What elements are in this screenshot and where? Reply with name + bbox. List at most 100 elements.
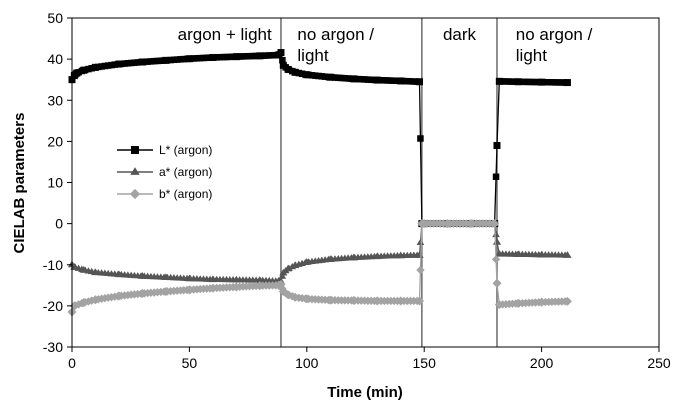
data-point xyxy=(208,275,217,283)
data-point xyxy=(252,52,260,60)
data-point xyxy=(415,251,424,258)
data-point xyxy=(90,295,100,305)
data-point xyxy=(295,69,303,77)
data-point xyxy=(325,295,335,305)
data-point xyxy=(276,279,286,290)
data-point xyxy=(262,52,270,59)
data-point xyxy=(98,63,105,70)
data-point xyxy=(127,59,135,67)
data-point xyxy=(542,78,549,86)
y-tick-label: -30 xyxy=(43,339,63,355)
data-point xyxy=(414,296,425,306)
data-point xyxy=(209,53,217,61)
data-point xyxy=(104,62,112,69)
x-tick-label: 100 xyxy=(295,355,319,371)
data-point xyxy=(277,49,285,57)
y-tick-label: 10 xyxy=(47,175,63,191)
legend-item-1: L* (argon) xyxy=(117,143,212,157)
phase-label-4: no argon / light xyxy=(516,25,593,65)
data-point xyxy=(180,55,188,63)
data-point xyxy=(443,219,453,229)
data-point xyxy=(265,52,273,59)
data-point xyxy=(242,53,250,60)
data-point xyxy=(114,270,124,278)
data-point xyxy=(384,77,391,84)
data-point xyxy=(173,56,181,63)
data-point xyxy=(466,219,476,229)
data-point xyxy=(232,53,240,61)
data-point xyxy=(315,72,322,80)
data-point xyxy=(101,62,109,70)
data-point xyxy=(419,219,429,229)
data-point xyxy=(538,78,546,86)
data-point xyxy=(505,78,513,85)
data-point xyxy=(492,173,500,180)
data-point xyxy=(349,296,359,306)
data-point xyxy=(308,72,316,79)
data-point xyxy=(137,289,147,299)
data-point xyxy=(88,65,95,72)
data-point xyxy=(213,54,220,61)
data-point xyxy=(492,237,502,245)
data-point xyxy=(279,268,288,276)
y-tick-label: 30 xyxy=(47,92,63,108)
data-point xyxy=(537,297,547,307)
x-tick-label: 150 xyxy=(413,355,437,371)
data-point xyxy=(279,56,286,64)
data-point xyxy=(203,54,211,62)
data-point xyxy=(396,251,405,259)
data-point xyxy=(410,78,418,85)
phase-label-line: light xyxy=(297,46,328,65)
data-point xyxy=(79,265,88,273)
data-point xyxy=(381,77,388,84)
legend-marker xyxy=(130,167,140,175)
phase-label-3: dark xyxy=(443,25,477,44)
data-point xyxy=(358,76,365,83)
data-point xyxy=(373,252,382,260)
legend-marker xyxy=(129,188,141,200)
y-tick-label: 50 xyxy=(47,10,63,26)
data-point xyxy=(528,78,536,86)
data-point xyxy=(495,249,504,257)
data-point xyxy=(494,300,504,310)
data-point xyxy=(537,250,546,258)
phase-label-line: dark xyxy=(443,25,477,44)
data-point xyxy=(134,59,141,66)
data-point xyxy=(377,76,385,84)
y-tick-label: -20 xyxy=(43,298,63,314)
data-point xyxy=(190,55,197,62)
data-point xyxy=(73,69,81,77)
data-point xyxy=(350,75,358,83)
phase-label-line: no argon / xyxy=(297,25,374,44)
data-point xyxy=(284,65,292,73)
data-point xyxy=(154,57,161,65)
data-point xyxy=(79,298,89,308)
data-point xyxy=(519,78,526,86)
phase-label-line: argon + light xyxy=(178,25,272,44)
data-point xyxy=(502,78,510,85)
data-point xyxy=(387,77,395,84)
data-point xyxy=(390,77,398,84)
data-point xyxy=(114,291,124,301)
data-point xyxy=(364,76,372,83)
data-point xyxy=(514,78,522,86)
data-point xyxy=(216,53,224,61)
y-tick-label: 20 xyxy=(47,133,63,149)
x-tick-label: 250 xyxy=(647,355,671,371)
data-point xyxy=(290,292,300,302)
data-point xyxy=(492,230,500,238)
data-point xyxy=(167,56,174,64)
data-point xyxy=(513,298,523,308)
phase-label-line: no argon / xyxy=(516,25,593,44)
x-tick-label: 200 xyxy=(530,355,554,371)
data-point xyxy=(396,296,406,306)
data-point xyxy=(349,253,358,261)
legend-marker xyxy=(131,146,139,154)
data-point xyxy=(298,70,306,78)
data-point xyxy=(514,250,523,258)
data-point xyxy=(416,238,425,245)
data-point xyxy=(563,251,572,258)
data-point xyxy=(200,54,207,62)
y-tick-label: 40 xyxy=(47,51,63,67)
y-axis-title: CIELAB parameters xyxy=(11,113,28,254)
